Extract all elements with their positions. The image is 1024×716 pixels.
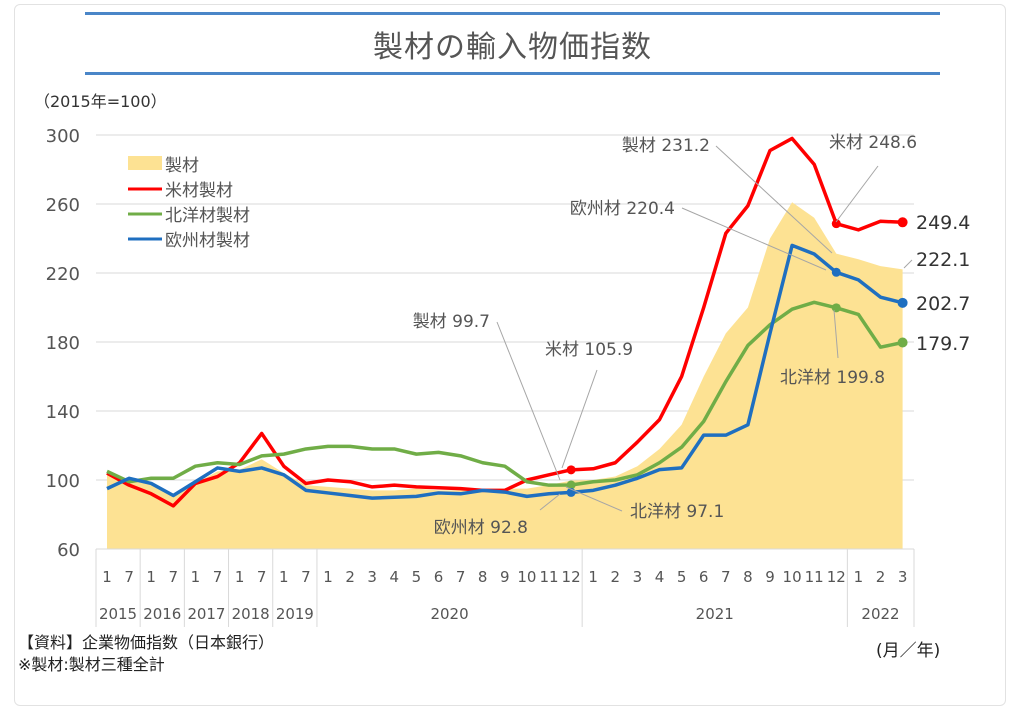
y-tick-label: 180 — [46, 333, 80, 354]
x-month-label: 12 — [827, 568, 846, 586]
annotation-label: 米材 105.9 — [545, 340, 633, 360]
annotation-label: 202.7 — [916, 293, 970, 315]
annotation-leader-line — [561, 369, 598, 469]
x-month-label: 3 — [367, 568, 377, 586]
legend-label-hokuyozai: 北洋材製材 — [165, 206, 250, 226]
x-month-label: 8 — [478, 568, 488, 586]
x-year-label: 2021 — [696, 605, 734, 623]
x-year-label: 2020 — [430, 605, 468, 623]
annotation-label: 製材 231.2 — [622, 136, 710, 156]
x-month-label: 1 — [191, 568, 201, 586]
x-month-label: 9 — [765, 568, 775, 586]
x-month-label: 2 — [876, 568, 886, 586]
y-tick-label: 260 — [46, 195, 80, 216]
x-year-label: 2022 — [861, 605, 899, 623]
x-month-label: 2 — [611, 568, 621, 586]
x-month-label: 9 — [500, 568, 510, 586]
y-tick-label: 300 — [46, 126, 80, 147]
annotation-label: 米材 248.6 — [829, 133, 917, 153]
x-month-label: 3 — [898, 568, 908, 586]
x-month-label: 3 — [633, 568, 643, 586]
x-unit-label: (月／年) — [876, 641, 941, 661]
line-series-oshuzai — [106, 243, 904, 500]
x-year-label: 2018 — [232, 605, 270, 623]
legend-label-oshuzai: 欧州材製材 — [165, 231, 250, 251]
y-tick-label: 100 — [46, 471, 80, 492]
data-point-marker — [897, 217, 908, 228]
x-month-label: 7 — [169, 568, 179, 586]
x-year-label: 2015 — [99, 605, 137, 623]
annotation-leader-line — [715, 145, 833, 254]
x-month-label: 1 — [854, 568, 864, 586]
area-series-seizai — [107, 202, 903, 549]
legend-label-beizai: 米材製材 — [165, 181, 233, 201]
x-month-label: 7 — [456, 568, 466, 586]
y-tick-label: 60 — [57, 540, 80, 561]
title-rule-bottom — [85, 72, 940, 75]
data-point-marker — [897, 297, 908, 308]
annotation-leader-line — [835, 165, 879, 223]
x-month-label: 7 — [124, 568, 134, 586]
legend-swatch-seizai — [128, 156, 162, 170]
x-month-label: 1 — [235, 568, 245, 586]
x-month-label: 1 — [588, 568, 598, 586]
data-point-marker — [831, 303, 841, 313]
chart-frame — [14, 4, 1006, 706]
data-point-marker — [566, 465, 576, 475]
source-note: 【資料】企業物価指数（日本銀行） ※製材:製材三種全計 — [18, 632, 274, 676]
legend-label-seizai: 製材 — [165, 156, 199, 176]
x-month-label: 1 — [146, 568, 156, 586]
x-year-label: 2019 — [276, 605, 314, 623]
annotation-leader-line — [496, 321, 561, 481]
x-month-label: 10 — [517, 568, 536, 586]
data-point-marker — [897, 337, 908, 348]
source-text: 【資料】企業物価指数（日本銀行） — [18, 633, 275, 652]
y-unit-label: （2015年=100） — [34, 92, 167, 111]
x-month-label: 2 — [345, 568, 355, 586]
x-year-label: 2016 — [143, 605, 181, 623]
x-month-label: 7 — [213, 568, 223, 586]
annotation-label: 欧州材 220.4 — [570, 199, 675, 219]
x-month-label: 1 — [323, 568, 333, 586]
annotation-leader-line — [833, 309, 839, 359]
x-month-label: 5 — [412, 568, 422, 586]
x-month-label: 10 — [783, 568, 802, 586]
x-month-label: 1 — [102, 568, 112, 586]
annotation-label: 欧州材 92.8 — [434, 518, 528, 538]
annotation-label: 北洋材 199.8 — [780, 368, 885, 388]
x-month-label: 11 — [805, 568, 824, 586]
x-month-label: 4 — [390, 568, 400, 586]
title-rule-top — [85, 12, 940, 15]
annotation-label: 222.1 — [916, 249, 970, 271]
annotation-label: 179.7 — [916, 333, 970, 355]
data-point-marker — [831, 219, 841, 229]
annotation-leader-line — [565, 486, 623, 512]
y-tick-label: 220 — [46, 264, 80, 285]
annotation-label: 製材 99.7 — [413, 312, 490, 332]
annotation-leader-line — [681, 207, 827, 271]
chart-title: 製材の輸入物価指数 — [373, 30, 652, 65]
x-month-label: 1 — [279, 568, 289, 586]
x-month-label: 8 — [743, 568, 753, 586]
x-month-label: 7 — [301, 568, 311, 586]
footnote-text: ※製材:製材三種全計 — [18, 655, 165, 674]
x-month-label: 5 — [677, 568, 687, 586]
data-point-marker — [566, 480, 576, 490]
annotation-leader-line — [903, 259, 913, 269]
annotation-leader-line — [539, 493, 561, 511]
x-month-label: 11 — [539, 568, 558, 586]
x-month-label: 12 — [562, 568, 581, 586]
x-month-label: 7 — [721, 568, 731, 586]
x-month-label: 4 — [655, 568, 665, 586]
y-tick-label: 140 — [46, 402, 80, 423]
x-month-label: 6 — [699, 568, 709, 586]
data-point-marker — [831, 267, 841, 277]
line-series-hokuyozai — [106, 300, 903, 487]
annotation-label: 北洋材 97.1 — [630, 502, 724, 522]
x-month-label: 6 — [434, 568, 444, 586]
x-year-label: 2017 — [187, 605, 225, 623]
annotation-label: 249.4 — [916, 212, 970, 234]
x-month-label: 7 — [257, 568, 267, 586]
